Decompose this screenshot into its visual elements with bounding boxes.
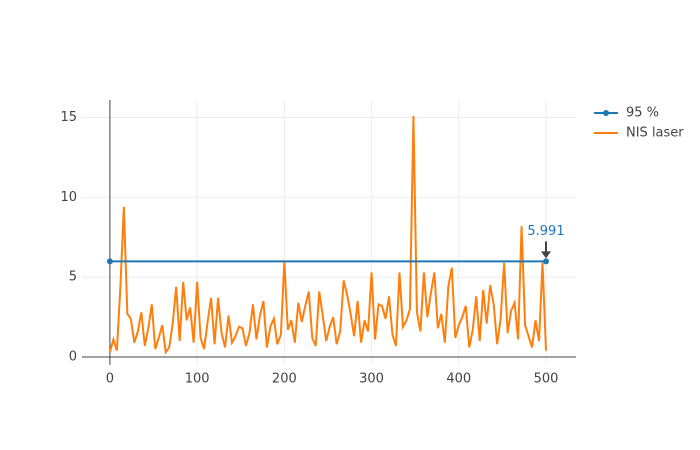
y-tick-label: 0 (69, 350, 77, 365)
data-line (108, 115, 547, 355)
legend-marker (603, 110, 609, 116)
annotation: 5.991 (527, 224, 564, 239)
x-tick-label: 100 (185, 372, 210, 387)
y-tick-label: 15 (60, 110, 77, 125)
x-tick-label: 300 (359, 372, 384, 387)
legend-label: 95 % (626, 106, 659, 121)
annotation-arrowhead (540, 251, 551, 259)
data-point (542, 258, 549, 265)
legend-label: NIS laser (626, 126, 684, 141)
data-point (106, 258, 113, 265)
x-tick-label: 0 (106, 372, 114, 387)
y-tick-label: 5 (69, 270, 77, 285)
x-tick-label: 400 (446, 372, 471, 387)
y-tick-label: 10 (60, 190, 77, 205)
x-tick-label: 500 (534, 372, 559, 387)
x-tick-label: 200 (272, 372, 297, 387)
